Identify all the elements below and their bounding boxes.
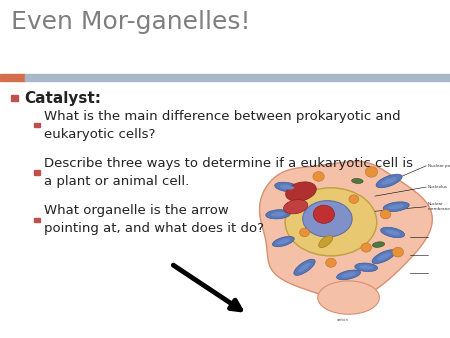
Ellipse shape (360, 265, 373, 269)
Ellipse shape (284, 200, 308, 214)
Ellipse shape (386, 230, 400, 235)
Ellipse shape (373, 242, 385, 247)
Ellipse shape (383, 202, 409, 212)
Circle shape (349, 195, 359, 203)
Ellipse shape (285, 188, 377, 256)
Ellipse shape (272, 236, 294, 247)
Text: What organelle is the arrow
pointing at, and what does it do?: What organelle is the arrow pointing at,… (44, 204, 264, 235)
Circle shape (361, 243, 372, 252)
Polygon shape (260, 162, 432, 299)
Ellipse shape (319, 236, 333, 247)
Circle shape (365, 167, 378, 177)
Ellipse shape (376, 174, 402, 188)
Text: Describe three ways to determine if a eukaryotic cell is
a plant or animal cell.: Describe three ways to determine if a eu… (44, 157, 413, 188)
Circle shape (313, 172, 324, 181)
Text: What is the main difference between prokaryotic and
eukaryotic cells?: What is the main difference between prok… (44, 110, 401, 141)
Ellipse shape (381, 227, 405, 238)
Ellipse shape (277, 239, 290, 244)
Ellipse shape (381, 177, 397, 185)
Ellipse shape (355, 263, 378, 271)
Text: Nucleolus: Nucleolus (428, 185, 448, 189)
Ellipse shape (351, 178, 363, 184)
Circle shape (326, 258, 336, 267)
Ellipse shape (274, 182, 299, 192)
Ellipse shape (298, 263, 311, 272)
Ellipse shape (372, 250, 396, 264)
Circle shape (392, 247, 404, 257)
Circle shape (380, 210, 391, 219)
Ellipse shape (286, 182, 316, 201)
Text: ariton: ariton (337, 318, 349, 322)
Ellipse shape (294, 259, 315, 275)
Circle shape (300, 228, 310, 237)
Ellipse shape (303, 201, 352, 237)
Text: Even Mor-ganelles!: Even Mor-ganelles! (11, 10, 251, 34)
Text: Catalyst:: Catalyst: (24, 91, 101, 105)
Ellipse shape (266, 210, 290, 219)
Ellipse shape (337, 270, 360, 280)
Ellipse shape (279, 185, 294, 190)
Circle shape (313, 205, 334, 223)
Ellipse shape (377, 253, 391, 261)
Ellipse shape (342, 272, 356, 277)
Ellipse shape (318, 281, 379, 314)
Text: Nuclear pore: Nuclear pore (428, 164, 450, 168)
Ellipse shape (388, 204, 404, 209)
Ellipse shape (271, 212, 285, 217)
Text: Nuclear
membrane: Nuclear membrane (428, 202, 450, 211)
